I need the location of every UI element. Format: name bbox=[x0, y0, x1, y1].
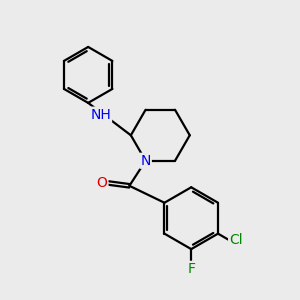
Text: Cl: Cl bbox=[229, 233, 243, 247]
Text: O: O bbox=[97, 176, 107, 190]
Text: N: N bbox=[140, 154, 151, 168]
Text: F: F bbox=[187, 262, 195, 276]
Text: NH: NH bbox=[90, 108, 111, 122]
